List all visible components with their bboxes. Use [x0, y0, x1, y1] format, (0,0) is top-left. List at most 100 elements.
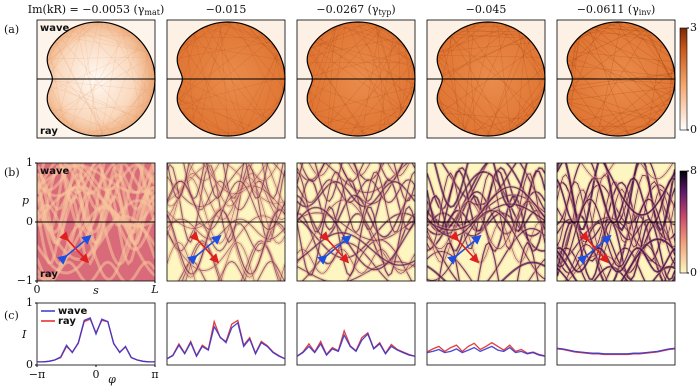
- ray-chord: [632, 23, 675, 83]
- ray-chord: [567, 22, 613, 75]
- panel-frame: [166, 162, 286, 282]
- column-header: −0.0611 (γinv): [577, 3, 656, 17]
- ray-chord: [190, 22, 231, 123]
- ray-chord: [497, 22, 511, 132]
- ray-chord: [332, 122, 394, 131]
- ray-chord: [451, 35, 506, 134]
- row-label: (b): [4, 166, 20, 179]
- texture: [37, 163, 155, 281]
- ray-chord: [234, 100, 282, 136]
- ray-chord: [337, 51, 409, 133]
- ray-chord: [90, 22, 140, 40]
- panel-frame: [296, 19, 416, 139]
- ray-chord: [117, 25, 149, 53]
- row-label: (c): [4, 309, 19, 322]
- phase-curve: [167, 163, 285, 244]
- arrow-red: [449, 231, 480, 264]
- phase-curve: [427, 186, 545, 238]
- row-label: (a): [4, 23, 19, 36]
- ray-chord: [47, 27, 74, 57]
- wave-label: wave: [40, 23, 70, 34]
- ray-chord: [47, 105, 119, 133]
- ray-chord: [48, 49, 65, 126]
- ray-chord: [259, 31, 285, 75]
- header-value: −0.0611: [577, 3, 625, 16]
- ray-chord: [307, 50, 408, 80]
- ray-chord: [70, 22, 99, 130]
- ray-chord: [307, 22, 351, 76]
- ray-chord: [47, 103, 83, 134]
- ray-chord: [179, 108, 276, 111]
- ray-chord: [441, 47, 536, 113]
- ray-chord: [314, 24, 341, 117]
- phase-band: [37, 163, 155, 228]
- ray-chord: [307, 26, 337, 103]
- ray-chord: [488, 34, 524, 136]
- ray-chord: [437, 36, 527, 83]
- phase-curve: [167, 180, 285, 211]
- ray-chord: [464, 26, 530, 119]
- ray-chord: [312, 86, 415, 114]
- panel-frame: [166, 19, 286, 139]
- phase-curve: [167, 185, 285, 229]
- arrow-red: [59, 231, 90, 264]
- panel-frame: [296, 162, 416, 282]
- ray-chord: [245, 24, 284, 66]
- ray-chord: [186, 39, 195, 125]
- ray-chord: [357, 22, 398, 121]
- ray-chord: [193, 33, 221, 136]
- ray-chord: [593, 27, 651, 33]
- header-close: ): [160, 3, 164, 16]
- ray-chord: [177, 75, 270, 119]
- header-value: −0.045: [466, 3, 507, 16]
- ray-chord: [245, 50, 278, 134]
- ray-chord: [370, 23, 413, 64]
- ray-chord: [47, 22, 91, 68]
- ray-chord: [353, 105, 409, 136]
- panel-frame: [426, 162, 546, 282]
- phase-curve: [557, 247, 675, 281]
- phase-band: [37, 163, 155, 192]
- ray-chord: [473, 66, 544, 135]
- ray-chord: [340, 24, 412, 61]
- ray-chord: [57, 43, 143, 120]
- ray-chord: [590, 28, 662, 43]
- ray-chord: [437, 72, 446, 118]
- ray-chord: [348, 63, 414, 136]
- ray-chord: [307, 61, 413, 64]
- ray-chord: [47, 74, 139, 120]
- phase-curve: [167, 242, 285, 281]
- ray-chord: [396, 37, 412, 59]
- ray-chord: [462, 23, 475, 130]
- phase-band: [37, 185, 155, 228]
- ray-chord: [502, 117, 531, 135]
- plot-area: [166, 302, 286, 366]
- phase-curve: [167, 180, 285, 230]
- ray-chord: [437, 55, 541, 58]
- ray-chord: [491, 22, 545, 69]
- x-tick-label: −π: [29, 368, 45, 381]
- ray-chord: [437, 42, 533, 52]
- ray-chord: [376, 25, 386, 130]
- ray-chord: [411, 62, 413, 99]
- ray-chord: [621, 115, 662, 136]
- ray-chord: [59, 36, 134, 125]
- ray-chord: [252, 27, 278, 51]
- ray-chord: [182, 40, 271, 114]
- ray-chord: [437, 34, 453, 105]
- y-axis-label: p: [22, 194, 29, 207]
- header-sub: inv: [639, 8, 652, 17]
- ray-chord: [182, 44, 243, 135]
- ray-chord: [567, 55, 630, 136]
- ray-chord: [449, 36, 537, 111]
- ray-chord: [50, 110, 87, 135]
- wave-label: wave: [40, 166, 70, 177]
- phase-curve: [557, 163, 675, 216]
- ray-chord: [669, 54, 675, 79]
- ray-chord: [47, 79, 154, 91]
- phase-curve: [178, 260, 285, 281]
- ray-chord: [55, 40, 105, 136]
- phase-curve: [185, 242, 280, 281]
- ray-chord: [610, 122, 655, 136]
